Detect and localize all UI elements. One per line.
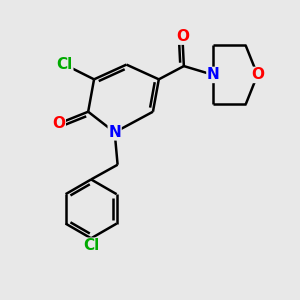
- Text: O: O: [52, 116, 65, 131]
- Text: N: N: [207, 68, 220, 82]
- Text: O: O: [251, 68, 264, 82]
- Text: N: N: [108, 125, 121, 140]
- Text: Cl: Cl: [56, 57, 73, 72]
- Text: O: O: [176, 29, 189, 44]
- Text: Cl: Cl: [83, 238, 99, 253]
